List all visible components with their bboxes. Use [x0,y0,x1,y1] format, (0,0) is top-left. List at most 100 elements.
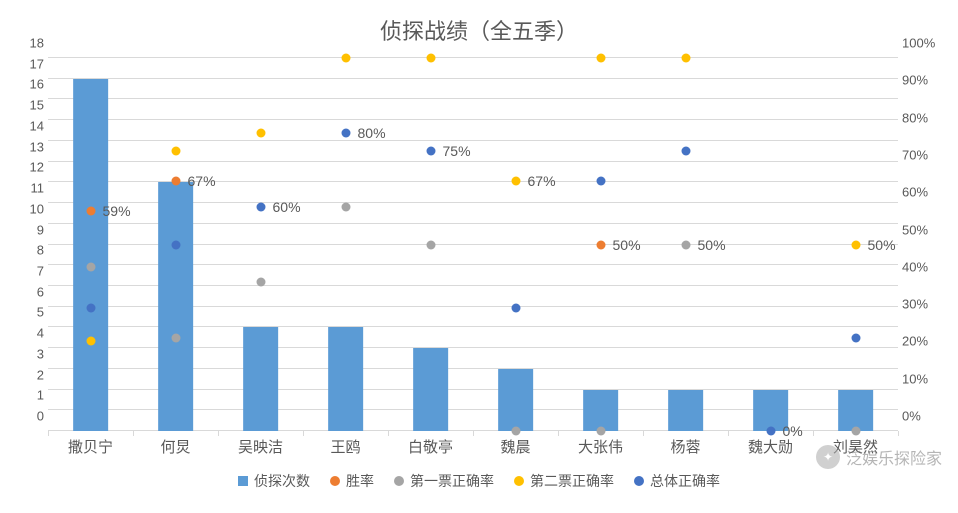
legend-item: 胜率 [330,471,374,491]
legend-item: 第一票正确率 [394,471,494,491]
x-tick-label: 白敬亭 [408,436,453,457]
y-right-tick-label: 40% [902,259,946,274]
data-point [171,333,180,342]
y-right-tick-label: 100% [902,36,946,51]
y-right-tick-label: 50% [902,222,946,237]
x-tick [303,431,304,436]
data-point [851,333,860,342]
legend-label: 第二票正确率 [530,471,614,491]
grid-line [48,57,898,58]
legend-swatch-dot [634,476,644,486]
chart-container: 侦探战绩（全五季） 01234567891011121314151617180%… [0,0,958,513]
legend-label: 总体正确率 [650,471,720,491]
y-left-tick-label: 9 [20,222,44,237]
y-left-tick-label: 17 [20,56,44,71]
x-tick-label: 吴映洁 [238,436,283,457]
bar [243,327,279,431]
x-tick-label: 杨蓉 [670,436,700,457]
grid-line [48,140,898,141]
data-point [171,147,180,156]
data-point [596,177,605,186]
data-point [426,54,435,63]
y-left-tick-label: 8 [20,243,44,258]
y-left-tick-label: 0 [20,409,44,424]
y-left-tick-label: 1 [20,388,44,403]
legend-swatch-dot [394,476,404,486]
data-point [86,206,95,215]
bar [158,182,194,431]
x-tick [728,431,729,436]
data-point [851,427,860,436]
data-point [341,128,350,137]
x-tick [813,431,814,436]
plot-area: 01234567891011121314151617180%10%20%30%4… [48,58,898,431]
data-point [256,128,265,137]
legend: 侦探次数 胜率 第一票正确率 第二票正确率 总体正确率 [0,471,958,491]
legend-label: 胜率 [346,471,374,491]
data-point [426,240,435,249]
x-tick-label: 魏晨 [500,436,530,457]
y-left-tick-label: 5 [20,305,44,320]
x-tick [48,431,49,436]
data-point [256,277,265,286]
data-label: 75% [443,143,471,159]
x-tick [643,431,644,436]
legend-label: 第一票正确率 [410,471,494,491]
legend-swatch-bar [238,476,248,486]
y-left-tick-label: 11 [20,181,44,196]
data-point [681,147,690,156]
legend-item: 第二票正确率 [514,471,614,491]
data-point [511,427,520,436]
data-point [256,203,265,212]
bar [668,390,704,431]
data-point [681,54,690,63]
data-point [171,177,180,186]
y-left-tick-label: 10 [20,201,44,216]
y-right-tick-label: 30% [902,297,946,312]
data-point [86,303,95,312]
data-point [851,240,860,249]
data-label: 67% [528,173,556,189]
y-left-tick-label: 14 [20,118,44,133]
data-point [426,147,435,156]
data-label: 50% [613,237,641,253]
data-point [511,303,520,312]
y-left-tick-label: 4 [20,326,44,341]
x-tick [473,431,474,436]
watermark: ✦ 泛娱乐探险家 [816,445,942,469]
legend-swatch-dot [514,476,524,486]
bar [328,327,364,431]
y-right-tick-label: 90% [902,73,946,88]
y-right-tick-label: 60% [902,185,946,200]
y-left-tick-label: 16 [20,77,44,92]
bar [583,390,619,431]
x-tick-label: 大张伟 [578,436,623,457]
grid-line [48,161,898,162]
data-label: 0% [783,423,803,439]
grid-line [48,98,898,99]
y-left-tick-label: 3 [20,346,44,361]
y-right-tick-label: 20% [902,334,946,349]
bar [73,79,109,431]
x-tick [388,431,389,436]
grid-line [48,119,898,120]
data-point [766,427,775,436]
data-point [341,54,350,63]
y-left-tick-label: 18 [20,36,44,51]
data-point [596,240,605,249]
y-left-tick-label: 6 [20,284,44,299]
watermark-text: 泛娱乐探险家 [846,445,942,469]
bar [413,348,449,431]
data-point [596,54,605,63]
x-tick [558,431,559,436]
x-tick-label: 何炅 [160,436,190,457]
data-point [86,262,95,271]
y-left-tick-label: 13 [20,139,44,154]
x-tick-label: 王鸥 [330,436,360,457]
legend-label: 侦探次数 [254,471,310,491]
x-tick-label: 撒贝宁 [68,436,113,457]
y-right-tick-label: 10% [902,371,946,386]
legend-item: 总体正确率 [634,471,720,491]
data-point [511,177,520,186]
y-left-tick-label: 15 [20,98,44,113]
